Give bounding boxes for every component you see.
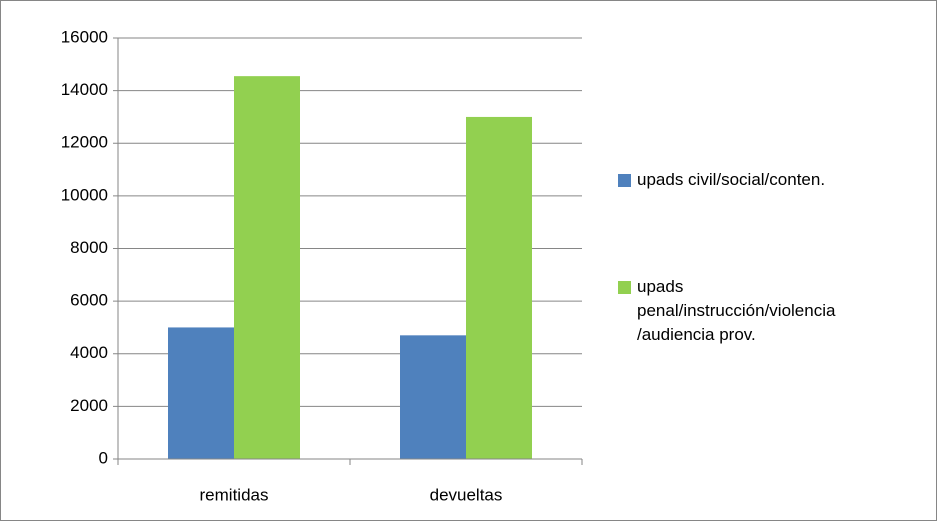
legend-label: upads penal/instrucción/violencia/audien… bbox=[637, 277, 836, 344]
bar bbox=[168, 327, 234, 459]
y-tick-label: 2000 bbox=[70, 396, 108, 415]
y-tick-label: 10000 bbox=[61, 185, 108, 204]
legend-swatch bbox=[618, 174, 631, 187]
y-tick-label: 6000 bbox=[70, 291, 108, 310]
legend-swatch bbox=[618, 281, 631, 294]
y-tick-label: 4000 bbox=[70, 343, 108, 362]
x-tick-label: devueltas bbox=[430, 485, 503, 504]
y-tick-label: 12000 bbox=[61, 133, 108, 152]
y-tick-label: 0 bbox=[99, 448, 108, 467]
y-tick-label: 8000 bbox=[70, 238, 108, 257]
legend-item: upads civil/social/conten. bbox=[618, 168, 918, 192]
y-tick-label: 14000 bbox=[61, 80, 108, 99]
bar bbox=[400, 335, 466, 459]
legend-item: upads penal/instrucción/violencia/audien… bbox=[618, 275, 918, 347]
legend-label: upads civil/social/conten. bbox=[637, 170, 826, 189]
bar bbox=[466, 116, 532, 459]
bar bbox=[234, 76, 300, 459]
y-tick-label: 16000 bbox=[61, 27, 108, 46]
x-tick-label: remitidas bbox=[200, 485, 269, 504]
